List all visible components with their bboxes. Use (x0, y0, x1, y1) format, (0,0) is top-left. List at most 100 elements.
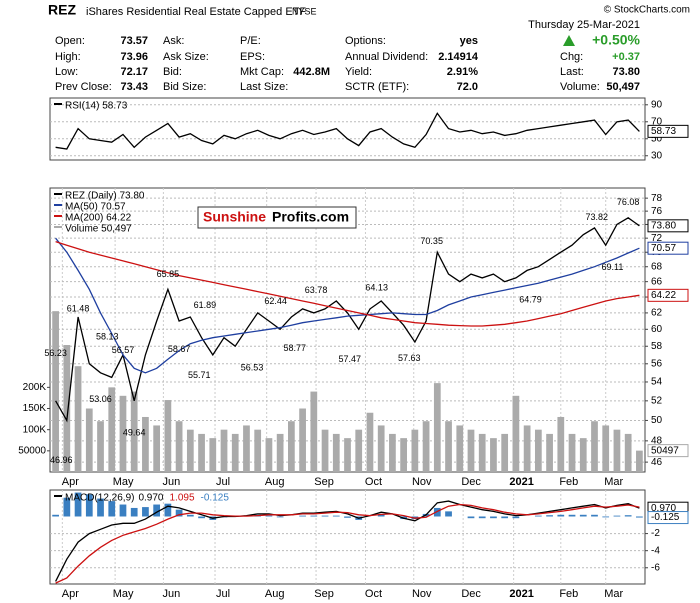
trough-label: 49.64 (123, 427, 146, 437)
date: Thursday 25-Mar-2021 (528, 19, 640, 31)
bar (422, 421, 430, 472)
x-tick-label: Nov (412, 476, 432, 488)
quote-value: +0.37 (612, 51, 640, 63)
bar (591, 514, 598, 517)
bar (299, 408, 306, 472)
x-tick-label: Mar (604, 588, 623, 600)
x-tick-label: Jul (216, 476, 230, 488)
quote-label: Ask: (163, 35, 184, 47)
x-tick-label: Jul (216, 588, 230, 600)
series-line (55, 217, 640, 423)
y-tick-label: 68 (651, 261, 663, 272)
bar (568, 433, 576, 472)
legend-label: Volume 50,497 (65, 224, 132, 235)
bar (501, 433, 509, 472)
series-line (55, 237, 640, 374)
last-value-label: -0.125 (651, 512, 680, 523)
watermark-first: Sunshine (203, 209, 266, 225)
peak-label: 63.78 (305, 285, 328, 295)
x-tick-label: Dec (461, 588, 481, 600)
trough-label: 58.77 (283, 343, 306, 353)
bar (198, 516, 205, 519)
bar (63, 497, 71, 517)
bar (445, 421, 452, 472)
trough-label: 55.71 (188, 370, 211, 380)
bar (175, 509, 183, 517)
bar (546, 433, 553, 472)
bar (579, 438, 587, 472)
bar (332, 433, 340, 472)
watermark-second: Profits.com (272, 209, 349, 225)
peak-label: 62.44 (264, 296, 287, 306)
bar (467, 516, 475, 519)
bar (265, 515, 273, 517)
x-tick-label: Jun (163, 476, 181, 488)
quote-value: +0.50% (592, 32, 640, 48)
bar (74, 492, 82, 517)
y-tick-label: 62 (651, 308, 663, 319)
x-tick-label: Aug (265, 588, 285, 600)
y-tick-label: -4 (651, 545, 660, 556)
bar (591, 421, 598, 472)
bar (613, 515, 621, 517)
y-tick-label: 30 (651, 150, 663, 161)
quote-value: 73.43 (120, 81, 148, 93)
bar (265, 438, 273, 472)
quote-label: Ask Size: (163, 51, 209, 63)
bar (85, 408, 93, 472)
quote-value: 73.57 (120, 35, 148, 47)
quote-label: Bid: (163, 66, 182, 78)
x-tick-label: May (113, 588, 134, 600)
bar (142, 507, 149, 517)
y-tick-label: 50 (651, 415, 663, 426)
symbol: REZ (48, 2, 76, 18)
quote-label: EPS: (240, 51, 265, 63)
bar (85, 494, 93, 517)
bar (400, 438, 407, 472)
peak-label: 73.82 (585, 212, 608, 222)
bar (624, 515, 632, 517)
bar (175, 421, 183, 472)
bar (153, 504, 161, 517)
legend-swatch (54, 193, 62, 195)
trough-label: 46.96 (50, 455, 73, 465)
quote-value: 72.0 (457, 81, 478, 93)
bar (63, 345, 71, 472)
y-tick-label: 90 (651, 99, 663, 110)
quote-label: Yield: (345, 66, 372, 78)
y2-tick-label: 200K (23, 382, 47, 393)
bar (445, 511, 452, 517)
bar (276, 433, 284, 472)
quote-label: Mkt Cap: (240, 66, 284, 78)
bar (231, 433, 239, 472)
bar (220, 429, 228, 472)
last-value-label: 73.80 (651, 220, 676, 231)
bar (512, 395, 520, 472)
last-value-label: 50497 (651, 445, 679, 456)
bar (490, 516, 497, 519)
last-value-label: 64.22 (651, 290, 676, 301)
legend-swatch (54, 215, 62, 217)
bar (579, 514, 587, 517)
x-tick-label: Apr (62, 588, 79, 600)
legend-swatch (54, 226, 62, 228)
quote-value: 50,497 (606, 81, 640, 93)
bar (355, 429, 363, 472)
last-value-tag (647, 444, 689, 458)
quote-label: Prev Close: (55, 81, 112, 93)
quote-value: 73.96 (120, 51, 148, 63)
trough-label: 57.47 (338, 354, 361, 364)
source: © StockCharts.com (604, 5, 690, 16)
peak-label: 56.57 (112, 345, 135, 355)
legend-label: MA(50) 70.57 (65, 202, 126, 213)
y-tick-label: 70 (651, 116, 663, 127)
quote-label: P/E: (240, 35, 261, 47)
x-tick-label: Mar (604, 476, 623, 488)
bar (186, 514, 194, 517)
last-value-label: 0.970 (651, 503, 676, 514)
x-tick-label: Dec (461, 476, 481, 488)
y-tick-label: 50 (651, 133, 663, 144)
bar (299, 515, 306, 517)
bar (288, 421, 295, 472)
bar (119, 395, 127, 472)
